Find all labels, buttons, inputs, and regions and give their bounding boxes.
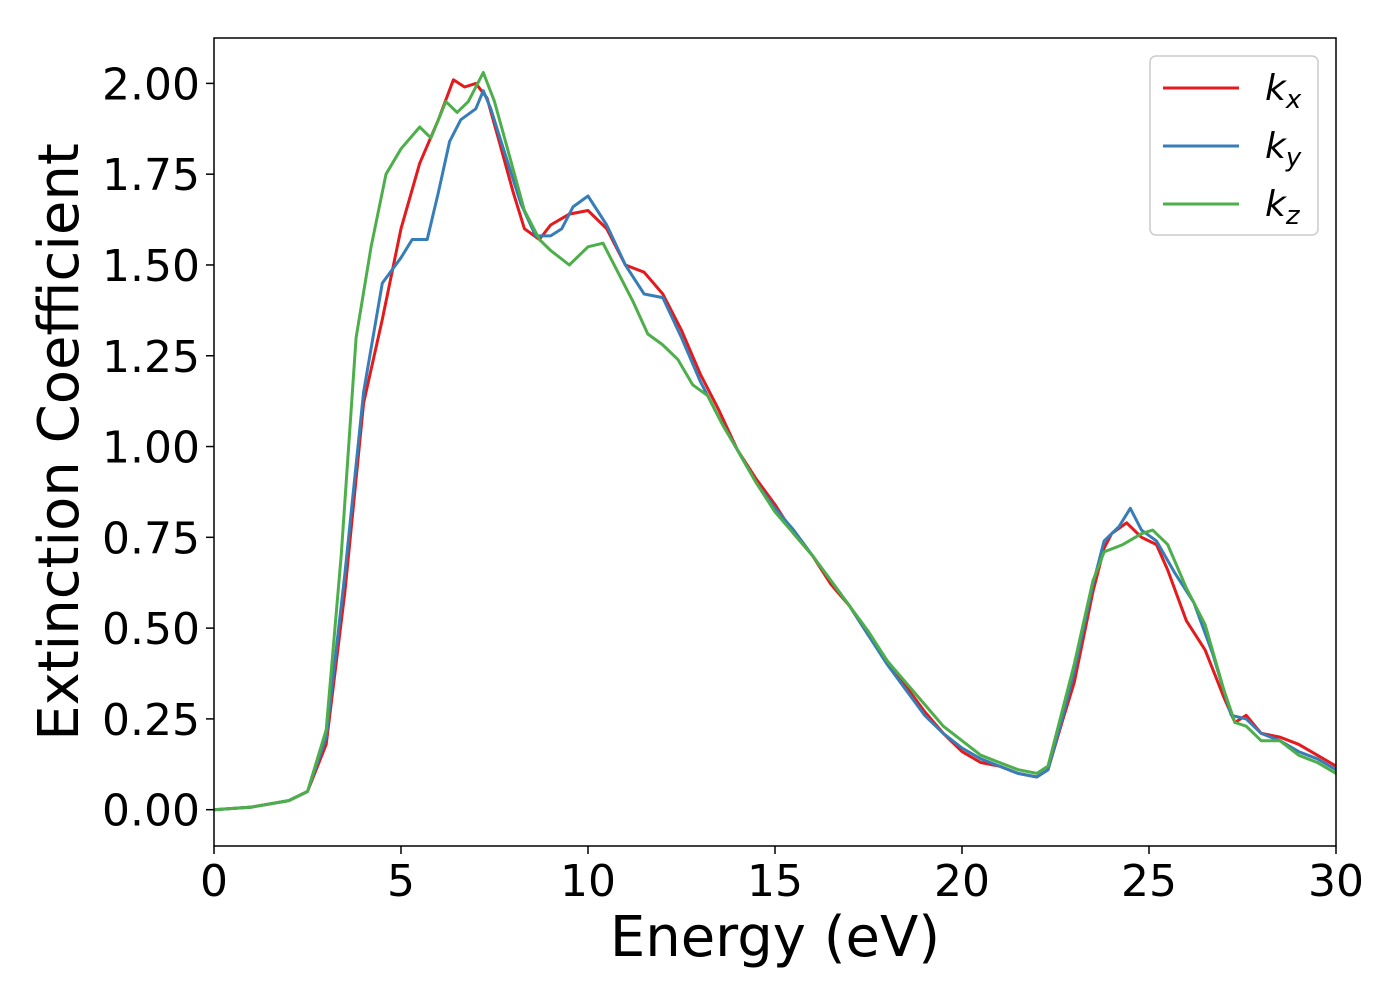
y-tick-label: 0.50 xyxy=(102,604,200,655)
y-tick-label: 1.25 xyxy=(102,332,200,383)
x-tick-label: 0 xyxy=(200,856,228,907)
series-layer xyxy=(213,71,1337,812)
y-axis-label: Extinction Coefficient xyxy=(27,143,92,741)
legend-label-kx: kx xyxy=(1265,68,1302,115)
x-axis-label: Energy (eV) xyxy=(610,905,940,970)
y-tick-label: 1.50 xyxy=(102,241,200,292)
y-axis: 0.00 0.25 0.50 0.75 1.00 1.25 1.50 1.75 2.00 xyxy=(102,59,214,837)
x-tick-label: 30 xyxy=(1308,856,1364,907)
x-axis: 0 5 10 15 20 25 30 xyxy=(200,846,1364,907)
x-tick-label: 5 xyxy=(387,856,415,907)
legend-label-kz: kz xyxy=(1265,184,1301,231)
legend: kx ky kz xyxy=(1149,55,1319,236)
x-tick-label: 10 xyxy=(560,856,616,907)
y-tick-label: 2.00 xyxy=(102,59,200,110)
x-tick-label: 20 xyxy=(934,856,990,907)
series-line-ky xyxy=(213,89,1337,812)
legend-label-ky: ky xyxy=(1265,126,1302,173)
y-tick-label: 1.75 xyxy=(102,150,200,201)
y-tick-label: 0.75 xyxy=(102,513,200,564)
y-tick-label: 0.25 xyxy=(102,695,200,746)
x-tick-label: 25 xyxy=(1121,856,1177,907)
y-tick-label: 1.00 xyxy=(102,423,200,474)
y-tick-label: 0.00 xyxy=(102,786,200,837)
x-tick-label: 15 xyxy=(747,856,803,907)
series-line-kz xyxy=(213,71,1337,812)
